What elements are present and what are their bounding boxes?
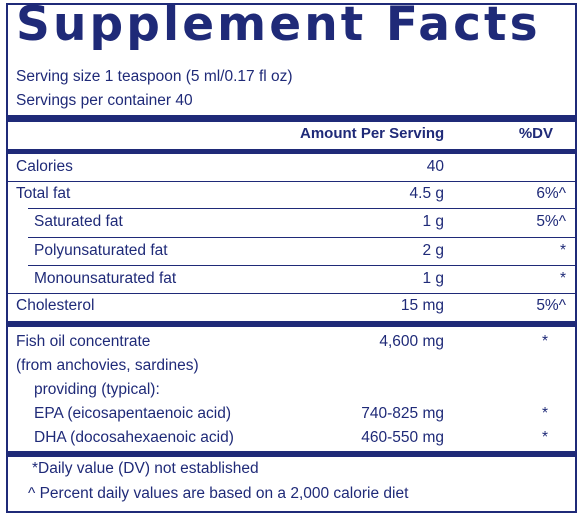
header-thick-bar	[8, 115, 575, 122]
nutrient-dv: 5%^	[536, 213, 566, 230]
epa-label: EPA (eicosapentaenoic acid)	[34, 405, 232, 422]
fish-oil-dv: *	[541, 333, 548, 350]
epa-amount: 740-825 mg	[361, 405, 444, 422]
nutrient-row-saturated-fat: Saturated fat 1 g 5%^	[8, 210, 575, 236]
row-divider	[8, 293, 575, 294]
row-divider	[8, 181, 575, 182]
dv-header: %DV	[518, 125, 553, 142]
servings-per-container: Servings per container 40	[16, 92, 193, 109]
row-divider	[28, 237, 575, 238]
nutrient-label: Cholesterol	[16, 297, 95, 314]
footnote-dv: *Daily value (DV) not established	[32, 460, 259, 477]
nutrient-label: Polyunsaturated fat	[34, 242, 168, 259]
nutrient-amount: 1 g	[422, 270, 444, 287]
header-bottom-bar	[8, 149, 575, 154]
dha-label: DHA (docosahexaenoic acid)	[34, 429, 234, 446]
footnote-percent: ^ Percent daily values are based on a 2,…	[28, 485, 409, 502]
nutrient-amount: 1 g	[422, 213, 444, 230]
section-thick-bar	[8, 321, 575, 327]
nutrient-row-total-fat: Total fat 4.5 g 6%^	[8, 182, 575, 208]
epa-dv: *	[541, 405, 548, 422]
nutrient-row-cholesterol: Cholesterol 15 mg 5%^	[8, 294, 575, 320]
nutrient-row-monounsaturated-fat: Monounsaturated fat 1 g *	[8, 267, 575, 293]
nutrient-amount: 40	[426, 158, 444, 175]
dha-dv: *	[541, 429, 548, 446]
fish-oil-label: Fish oil concentrate	[16, 333, 151, 350]
panel-title: Supplement Facts	[16, 0, 541, 52]
nutrient-label: Calories	[16, 158, 73, 175]
nutrient-dv: *	[559, 270, 566, 287]
nutrient-label: Saturated fat	[34, 213, 123, 230]
nutrient-dv: 5%^	[536, 297, 566, 314]
nutrient-amount: 15 mg	[400, 297, 444, 314]
supplement-facts-panel: Supplement Facts Serving size 1 teaspoon…	[6, 0, 577, 513]
serving-size: Serving size 1 teaspoon (5 ml/0.17 fl oz…	[16, 68, 293, 85]
nutrient-label: Monounsaturated fat	[34, 270, 177, 287]
dha-amount: 460-550 mg	[361, 429, 444, 446]
nutrient-label: Total fat	[16, 185, 71, 202]
nutrient-dv: *	[559, 242, 566, 259]
fish-oil-providing: providing (typical):	[34, 381, 160, 398]
row-divider	[28, 208, 575, 209]
fish-oil-source: (from anchovies, sardines)	[16, 357, 199, 374]
nutrient-amount: 2 g	[422, 242, 444, 259]
nutrient-row-calories: Calories 40	[8, 155, 575, 181]
amount-per-serving-header: Amount Per Serving	[300, 125, 445, 142]
row-divider	[28, 265, 575, 266]
footer-thick-bar	[8, 451, 575, 457]
nutrient-amount: 4.5 g	[409, 185, 444, 202]
fish-oil-amount: 4,600 mg	[379, 333, 444, 350]
nutrient-row-polyunsaturated-fat: Polyunsaturated fat 2 g *	[8, 239, 575, 265]
nutrient-dv: 6%^	[536, 185, 566, 202]
